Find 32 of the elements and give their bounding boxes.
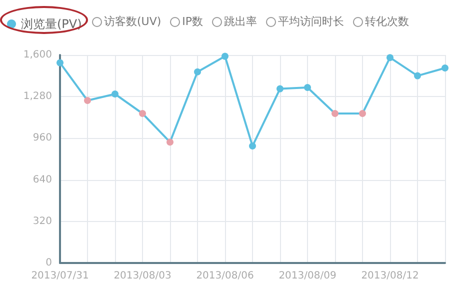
point <box>112 90 118 98</box>
point <box>386 54 394 62</box>
text: 平均访问时长 <box>278 14 344 29</box>
x-tick-label: 2013/08/09 <box>278 270 336 282</box>
point <box>194 68 201 76</box>
y-tick-label: 960 <box>32 132 52 144</box>
y-tick-label: 640 <box>32 174 52 186</box>
x-tick-label: 2013/07/31 <box>31 270 89 282</box>
y-tick-label: 0 <box>46 258 52 268</box>
point <box>414 72 421 80</box>
point <box>359 110 366 117</box>
point <box>166 138 174 146</box>
legend-label: 浏览量(PV) <box>21 17 82 31</box>
y-tick-label: 320 <box>32 216 52 227</box>
text: 访客数(UV) <box>104 14 162 29</box>
x-tick-label: 2013/08/12 <box>361 270 419 282</box>
point <box>332 110 338 117</box>
point <box>222 52 228 60</box>
point <box>442 64 448 72</box>
text: 跳出率 <box>224 14 258 29</box>
y-tick-label: 1,280 <box>23 91 52 102</box>
point <box>84 97 91 104</box>
x-tick-label: 2013/08/03 <box>114 270 172 282</box>
x-tick-label: 2013/08/06 <box>196 270 254 282</box>
point <box>139 110 146 117</box>
point <box>249 142 256 150</box>
y-tick-label: 1,600 <box>23 50 52 60</box>
text: IP数 <box>182 14 204 29</box>
point <box>304 84 311 91</box>
point <box>56 59 64 66</box>
point <box>276 85 284 92</box>
text: 转化次数 <box>365 14 410 29</box>
